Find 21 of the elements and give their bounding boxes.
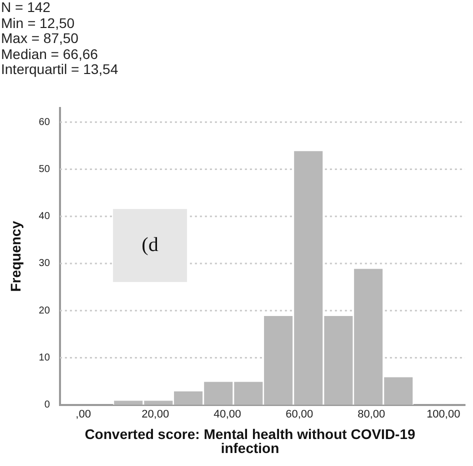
y-tick-label: 40: [38, 211, 50, 222]
y-tick-label: 30: [38, 258, 50, 270]
x-tick-label: 60,00: [286, 408, 314, 420]
x-tick-label: ,00: [76, 408, 91, 420]
y-tick-label: 10: [38, 352, 50, 364]
y-axis-title: Frequency: [7, 220, 24, 292]
y-tick-label: 50: [38, 164, 50, 175]
x-axis-title: Converted score: Mental health without COVID-19 infection: [84, 426, 416, 456]
text: Min = 12,50: [1, 14, 76, 31]
text: Interquartil = 13,54: [1, 61, 118, 78]
label-box: (d: [113, 209, 187, 282]
x-tick-label: 40,00: [214, 408, 242, 420]
text: Max = 87,50: [1, 30, 80, 46]
text: N = 142: [1, 0, 52, 16]
y-tick-label: 20: [38, 305, 50, 316]
x-tick-label: 100,00: [426, 408, 460, 420]
y-tick-label: 0: [44, 400, 50, 411]
y-tick-label: 60: [38, 116, 50, 128]
text: Median = 66,66: [1, 46, 99, 62]
x-tick-label: 80,00: [358, 408, 386, 420]
x-tick-label: 20,00: [142, 408, 170, 420]
